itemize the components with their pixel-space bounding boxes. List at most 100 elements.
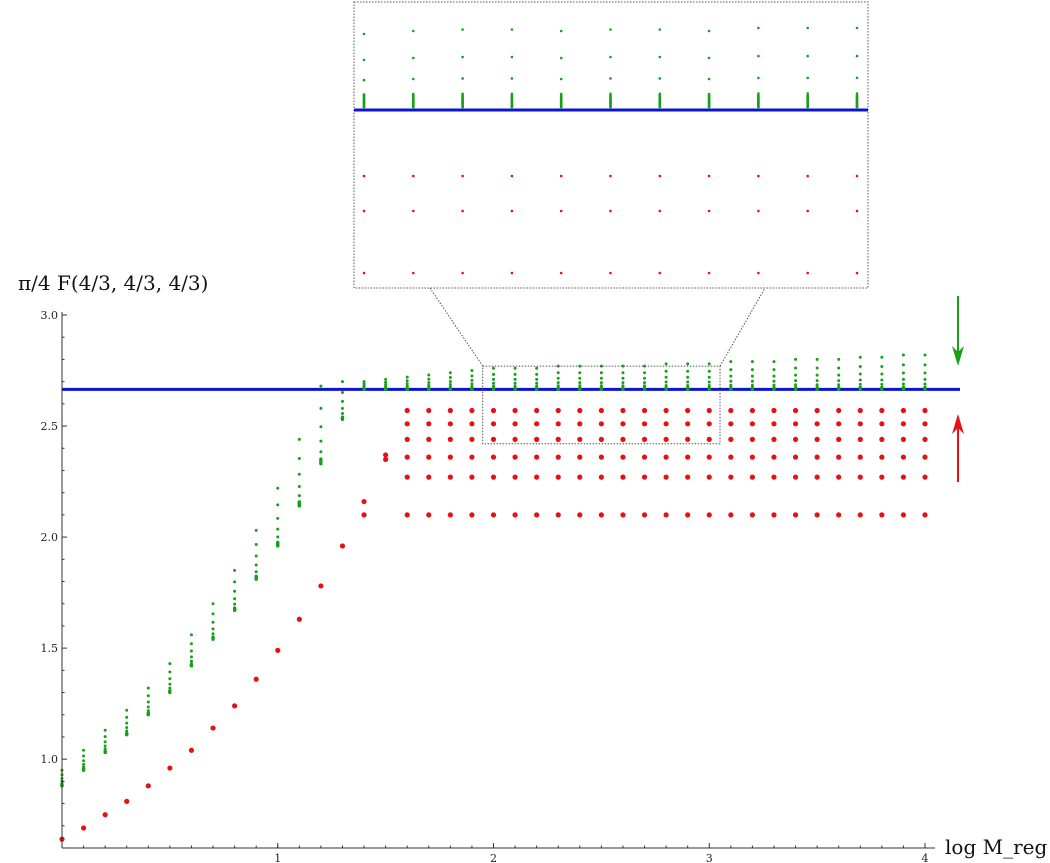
inset-upper-point bbox=[609, 28, 612, 31]
upper-point bbox=[707, 369, 711, 373]
upper-point bbox=[686, 362, 690, 366]
upper-point bbox=[103, 744, 107, 748]
lower-point bbox=[857, 454, 863, 460]
lower-point bbox=[145, 783, 151, 789]
upper-point bbox=[750, 374, 754, 378]
lower-point bbox=[404, 474, 410, 480]
upper-point bbox=[340, 412, 344, 416]
lower-point bbox=[447, 474, 453, 480]
upper-point bbox=[599, 371, 603, 375]
lower-point bbox=[814, 436, 820, 442]
upper-point bbox=[621, 381, 625, 385]
upper-point bbox=[319, 384, 323, 388]
lower-point bbox=[728, 512, 734, 518]
lower-point bbox=[253, 676, 259, 682]
upper-point bbox=[880, 372, 884, 376]
upper-point bbox=[297, 457, 301, 461]
upper-point bbox=[621, 386, 625, 390]
inset-upper-point bbox=[412, 77, 415, 81]
inset-upper-point bbox=[461, 92, 464, 96]
lower-point bbox=[426, 474, 432, 480]
lower-point bbox=[857, 407, 863, 414]
lower-point bbox=[447, 436, 453, 442]
lower-point bbox=[490, 421, 497, 427]
inset-lower-point bbox=[609, 271, 612, 275]
lower-point bbox=[792, 454, 799, 460]
lower-point bbox=[404, 512, 410, 518]
inset-upper-point bbox=[707, 77, 711, 81]
lower-point bbox=[706, 454, 712, 460]
upper-point bbox=[535, 366, 539, 370]
lower-point bbox=[771, 436, 777, 442]
lower-point bbox=[814, 512, 820, 518]
lower-point bbox=[922, 474, 928, 480]
lower-point bbox=[512, 512, 518, 518]
lower-point bbox=[792, 436, 799, 442]
upper-point bbox=[556, 371, 560, 375]
lower-point bbox=[771, 474, 777, 480]
inset-lower-point bbox=[806, 271, 809, 275]
upper-point bbox=[384, 377, 388, 381]
upper-point bbox=[82, 754, 86, 758]
plot-area bbox=[59, 296, 964, 842]
upper-point bbox=[189, 633, 193, 637]
upper-point bbox=[276, 503, 280, 507]
x-tick-label: 4 bbox=[922, 852, 929, 863]
lower-point bbox=[534, 474, 540, 480]
upper-point bbox=[405, 384, 409, 388]
lower-point bbox=[469, 407, 475, 414]
inset-lower-point bbox=[510, 209, 514, 213]
lower-point bbox=[383, 456, 389, 462]
lower-point bbox=[792, 512, 799, 518]
upper-point bbox=[340, 390, 344, 394]
lower-point bbox=[426, 454, 432, 460]
lower-point bbox=[232, 703, 238, 709]
upper-point bbox=[427, 377, 431, 381]
lower-point bbox=[922, 407, 928, 414]
lower-point bbox=[383, 452, 389, 458]
upper-point bbox=[470, 369, 474, 373]
upper-point bbox=[815, 385, 819, 390]
upper-point bbox=[276, 540, 280, 545]
lower-point bbox=[749, 474, 756, 480]
upper-point bbox=[513, 377, 517, 381]
lower-point bbox=[641, 454, 648, 460]
upper-point bbox=[901, 363, 905, 367]
upper-point bbox=[297, 494, 301, 498]
lower-point bbox=[663, 436, 669, 442]
inset-lower-point bbox=[510, 271, 514, 275]
upper-point bbox=[750, 360, 754, 364]
upper-point bbox=[880, 385, 884, 390]
lower-point bbox=[598, 474, 604, 480]
upper-point bbox=[448, 379, 452, 383]
upper-point bbox=[686, 380, 690, 384]
upper-point bbox=[276, 527, 280, 531]
lower-point bbox=[512, 454, 518, 460]
upper-point bbox=[448, 383, 452, 387]
lower-point bbox=[80, 825, 87, 831]
upper-point bbox=[815, 373, 819, 377]
upper-point bbox=[815, 379, 819, 383]
inset-upper-point bbox=[510, 92, 514, 96]
lower-point bbox=[361, 498, 367, 505]
upper-point bbox=[340, 415, 345, 419]
zoom-region-box bbox=[482, 365, 721, 445]
upper-point bbox=[103, 740, 107, 744]
upper-point bbox=[837, 379, 841, 383]
y-tick-label: 1.5 bbox=[41, 642, 59, 655]
upper-point bbox=[491, 386, 496, 390]
y-axis-title: π/4 F(4/3, 4/3, 4/3) bbox=[18, 271, 208, 295]
upper-point bbox=[168, 686, 172, 690]
lower-point bbox=[879, 407, 885, 414]
inset-panel bbox=[353, 1, 869, 289]
upper-point bbox=[815, 366, 819, 370]
lower-point bbox=[534, 512, 540, 518]
lower-point bbox=[900, 421, 907, 427]
upper-point bbox=[125, 726, 129, 730]
inset-upper-point bbox=[461, 55, 464, 59]
lower-point bbox=[296, 616, 302, 622]
lower-point bbox=[534, 421, 540, 427]
inset-lower-point bbox=[707, 271, 711, 275]
inset-upper-point bbox=[806, 54, 809, 58]
upper-point bbox=[211, 627, 215, 631]
